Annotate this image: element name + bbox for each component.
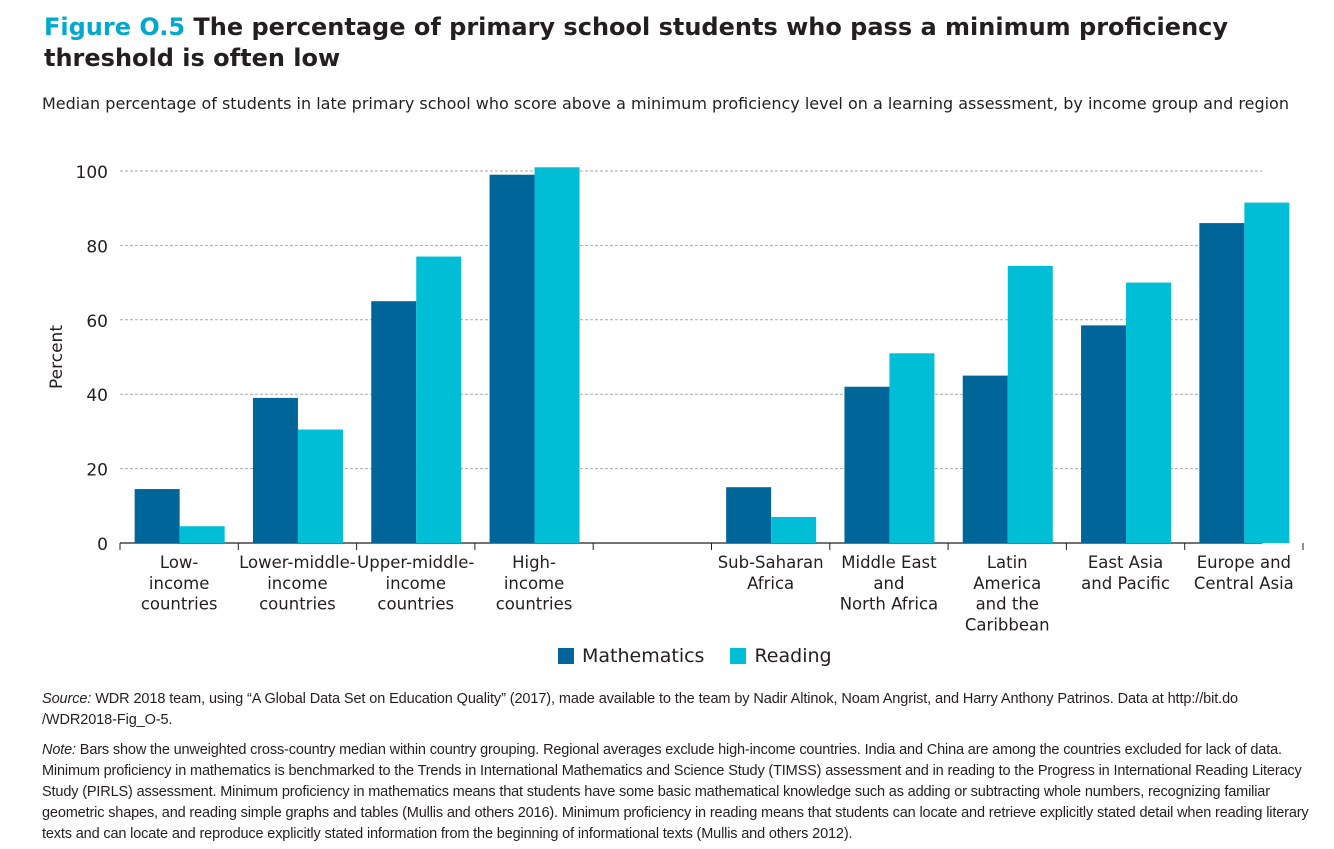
legend-label-mathematics: Mathematics [582,645,705,667]
bar-reading [416,256,462,543]
bar-reading [1244,202,1290,543]
bar-reading [179,526,225,543]
note-lead: Note: [42,742,76,758]
chart-subtitle: Median percentage of students in late pr… [42,94,1289,113]
figure-label: Figure O.5 [44,13,186,41]
bar-mathematics [844,386,890,543]
x-tick-label: Lower-middle-income countries [239,553,356,614]
bar-reading [889,353,935,543]
bar-reading [1126,282,1172,543]
legend-item-reading: Reading [730,645,832,667]
x-tick-label: Sub-Saharan Africa [718,553,824,593]
y-tick-label: 40 [86,386,108,406]
note-text: Bars show the unweighted cross-country m… [42,742,1309,842]
source-lead: Source: [42,691,92,707]
y-tick-label: 20 [86,461,108,481]
x-tick-label: Middle East and North Africa [840,553,938,614]
bar-mathematics [726,487,772,543]
chart-note: Note: Bars show the unweighted cross-cou… [42,740,1310,845]
legend-swatch-reading [730,648,747,664]
bar-reading [297,429,343,543]
bar-reading [771,516,817,543]
x-tick-label: Europe and Central Asia [1194,553,1294,593]
bar-mathematics [371,301,417,543]
figure-title: Figure O.5 The percentage of primary sch… [44,12,1314,74]
chart-legend: Mathematics Reading [558,645,858,667]
bar-mathematics [134,489,180,543]
legend-label-reading: Reading [754,645,832,667]
y-tick-label: 60 [86,312,108,332]
x-tick-label: Low-income countries [141,553,218,614]
source-note: Source: WDR 2018 team, using “A Global D… [42,689,1304,731]
y-tick-label: 0 [97,535,108,555]
bar-mathematics [1081,325,1127,543]
x-tick-label: High-income countries [496,553,573,614]
bar-chart: 0 20 40 60 80 100 Percent Low-income countries Lo… [47,163,1304,634]
y-axis-label: Percent [47,325,67,389]
bar-mathematics [1199,223,1245,543]
bar-mathematics [489,174,535,543]
legend-swatch-mathematics [558,648,574,664]
x-tick-label: East Asia and Pacific [1081,553,1170,593]
figure-title-text: The percentage of primary school student… [44,13,1229,72]
x-tick-label: Upper-middle-income countries [357,553,474,614]
y-tick-label: 100 [76,163,108,183]
x-tick-label: Latin America and the Caribbean [965,553,1050,634]
bar-mathematics [962,375,1008,543]
bar-mathematics [252,397,298,543]
y-tick-label: 80 [86,237,108,257]
bar-reading [1007,265,1053,543]
source-text: WDR 2018 team, using “A Global Data Set … [42,691,1239,728]
legend-item-mathematics: Mathematics [558,645,704,667]
bar-reading [534,167,580,543]
